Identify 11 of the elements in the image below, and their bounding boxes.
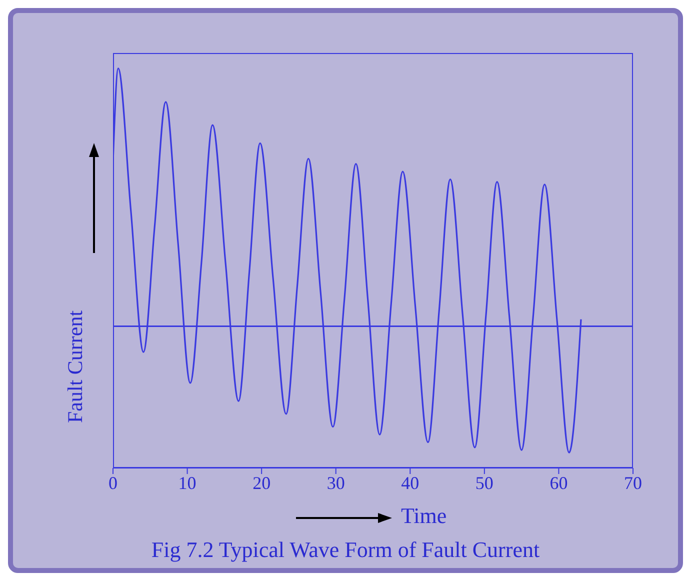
x-tick-label: 40	[401, 472, 420, 493]
x-tick-label: 0	[108, 472, 118, 493]
x-tick-label: 10	[178, 472, 196, 493]
x-axis-title: Time	[401, 503, 447, 529]
text: Fig 7.2 Typical Wave Form of Fault Current	[150, 537, 541, 563]
x-tick-label: 20	[252, 472, 271, 493]
x-tick-label: 70	[624, 472, 642, 493]
x-tick-label: 30	[326, 472, 345, 493]
y-axis-title: Fault Current	[63, 310, 88, 423]
x-tick-label: 50	[475, 472, 494, 493]
x-tick-label: 60	[550, 472, 568, 493]
